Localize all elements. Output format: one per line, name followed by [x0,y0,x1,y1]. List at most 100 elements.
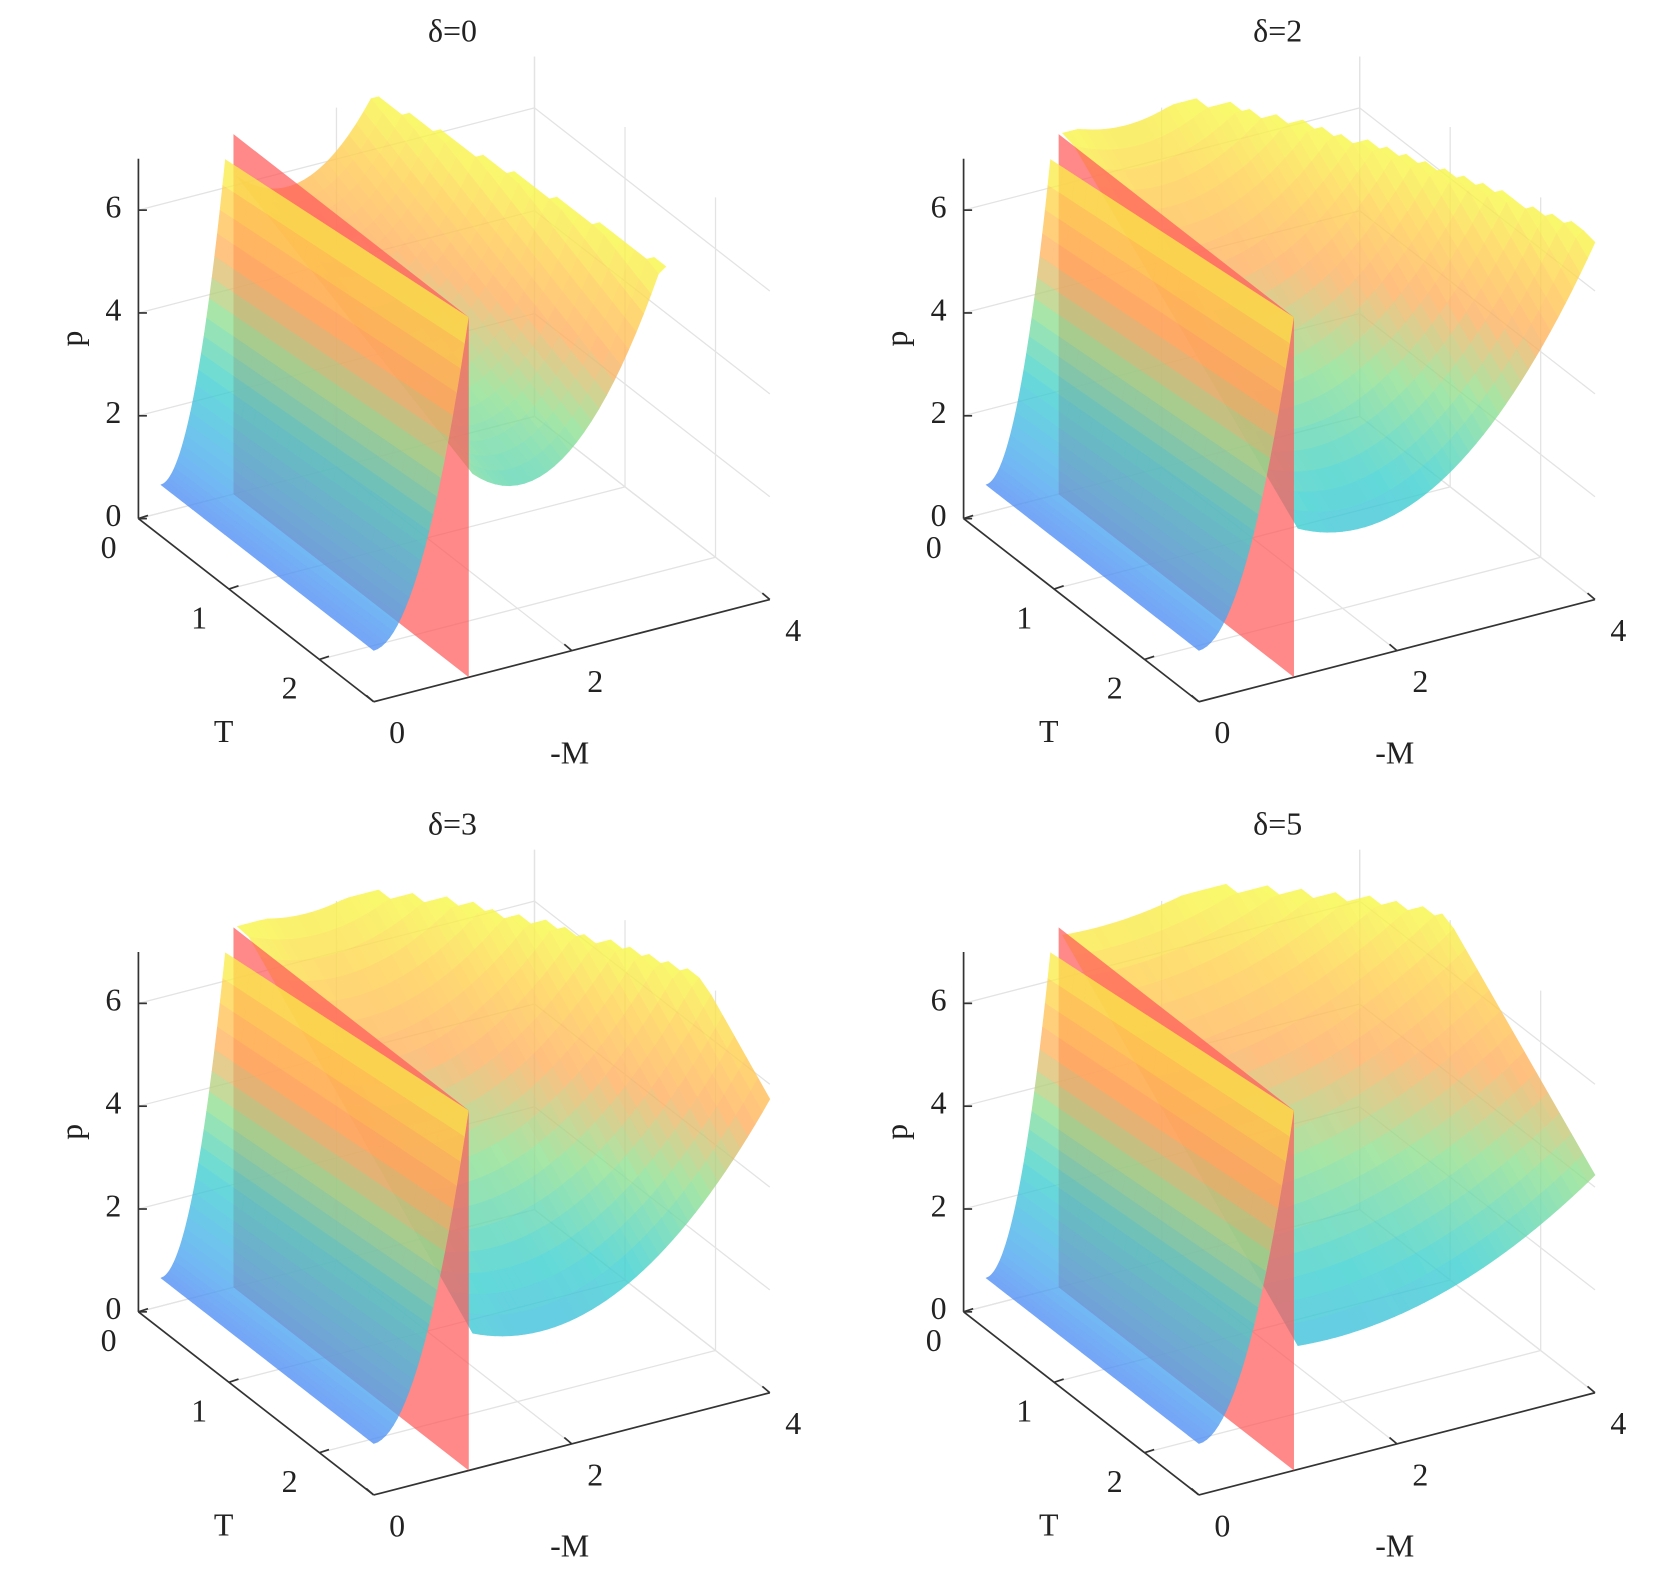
x-tick-label: 0 [1214,1508,1230,1543]
surface-patch [362,1433,379,1444]
y-tick-label: 0 [926,530,942,565]
tick-mark [761,592,771,601]
x-tick-label: 0 [389,715,405,750]
z-tick-label: 6 [105,189,121,224]
z-axis-label: p [879,331,914,347]
y-tick-label: 0 [101,530,117,565]
y-axis [137,517,375,703]
x-tick-label: 2 [1412,1457,1428,1492]
tick-mark [761,1385,771,1394]
z-axis-label: p [54,331,89,347]
tick-mark [563,643,573,652]
z-tick-label: 4 [931,292,947,327]
tick-mark [563,1436,573,1445]
tick-mark [1053,585,1064,590]
y-axis-label: T [1039,714,1059,749]
z-tick-label: 6 [931,189,947,224]
z-tick-label: 2 [931,395,947,430]
surface [985,952,1294,1444]
surface [160,952,469,1444]
z-tick-label: 0 [105,498,121,533]
z-tick-label: 2 [105,395,121,430]
z-tick-label: 0 [931,498,947,533]
x-tick-label: 0 [1214,715,1230,750]
x-axis-label: -M [550,1529,589,1564]
x-axis-label: -M [550,735,589,770]
y-tick-label: 1 [1016,600,1032,635]
z-tick-label: 2 [105,1188,121,1223]
tick-mark [138,1307,149,1313]
tick-mark [1190,694,1200,703]
surface-patch [362,640,379,651]
z-axis-label: p [879,1124,914,1140]
chart-title: δ=2 [1253,13,1302,48]
tick-mark [138,514,149,520]
x-tick-label: 2 [1412,664,1428,699]
tick-mark [1190,1487,1200,1496]
x-tick-label: 2 [587,1457,603,1492]
y-axis [137,1311,375,1496]
grid-line [534,107,771,292]
z-tick-label: 4 [105,292,121,327]
y-tick-label: 1 [1016,1394,1032,1429]
y-axis-label: T [214,714,234,749]
y-tick-label: 2 [282,671,298,706]
chart-title: δ=3 [428,807,477,842]
y-tick-label: 2 [1107,671,1123,706]
surface-patch [1187,640,1204,651]
y-tick-label: 0 [926,1323,942,1358]
tick-mark [1144,655,1155,661]
subplot: 0 2 4 6 0 1 2 0 2 4 δ=5 p T -M [879,807,1626,1564]
y-tick-label: 2 [282,1464,298,1499]
y-axis [963,1311,1200,1496]
y-axis [963,517,1200,703]
tick-mark [963,514,974,520]
surface [160,159,469,651]
y-axis-label: T [1039,1507,1059,1542]
y-tick-label: 0 [101,1323,117,1358]
x-tick-label: 4 [785,613,801,648]
y-axis-label: T [214,1507,234,1542]
x-axis-label: -M [1375,735,1414,770]
tick-mark [228,1378,239,1384]
x-tick-label: 2 [587,664,603,699]
z-tick-label: 4 [105,1086,121,1121]
z-axis-label: p [54,1124,89,1140]
subplot: 0 2 4 6 0 1 2 0 2 4 δ=3 p T -M [54,807,801,1564]
tick-mark [1388,1436,1398,1445]
tick-mark [1586,1385,1596,1394]
tick-mark [963,1307,974,1313]
tick-mark [1053,1378,1064,1384]
tick-mark [365,1487,375,1496]
y-tick-label: 2 [1107,1464,1123,1499]
subplot: 0 2 4 6 0 1 2 0 2 4 δ=0 p T -M [54,13,801,770]
x-tick-label: 0 [389,1508,405,1543]
grid-line [534,415,771,601]
x-axis-label: -M [1375,1529,1414,1564]
x-tick-label: 4 [785,1406,801,1441]
z-tick-label: 0 [931,1291,947,1326]
chart-title: δ=0 [428,13,477,48]
tick-mark [319,1448,330,1454]
z-tick-label: 6 [931,983,947,1018]
x-tick-label: 4 [1610,613,1626,648]
surface-patch [1187,1433,1204,1444]
y-tick-label: 1 [191,1394,207,1429]
tick-mark [319,655,330,661]
x-tick-label: 4 [1610,1406,1626,1441]
surface [985,159,1294,651]
tick-mark [228,585,239,590]
tick-mark [1388,643,1398,652]
tick-mark [1144,1448,1155,1454]
z-tick-label: 2 [931,1188,947,1223]
tick-mark [1586,592,1596,601]
z-tick-label: 4 [931,1086,947,1121]
y-tick-label: 1 [191,600,207,635]
tick-mark [365,694,375,703]
chart-title: δ=5 [1253,807,1302,842]
subplot: 0 2 4 6 0 1 2 0 2 4 δ=2 p T -M [879,13,1626,770]
z-tick-label: 0 [105,1291,121,1326]
z-tick-label: 6 [105,983,121,1018]
